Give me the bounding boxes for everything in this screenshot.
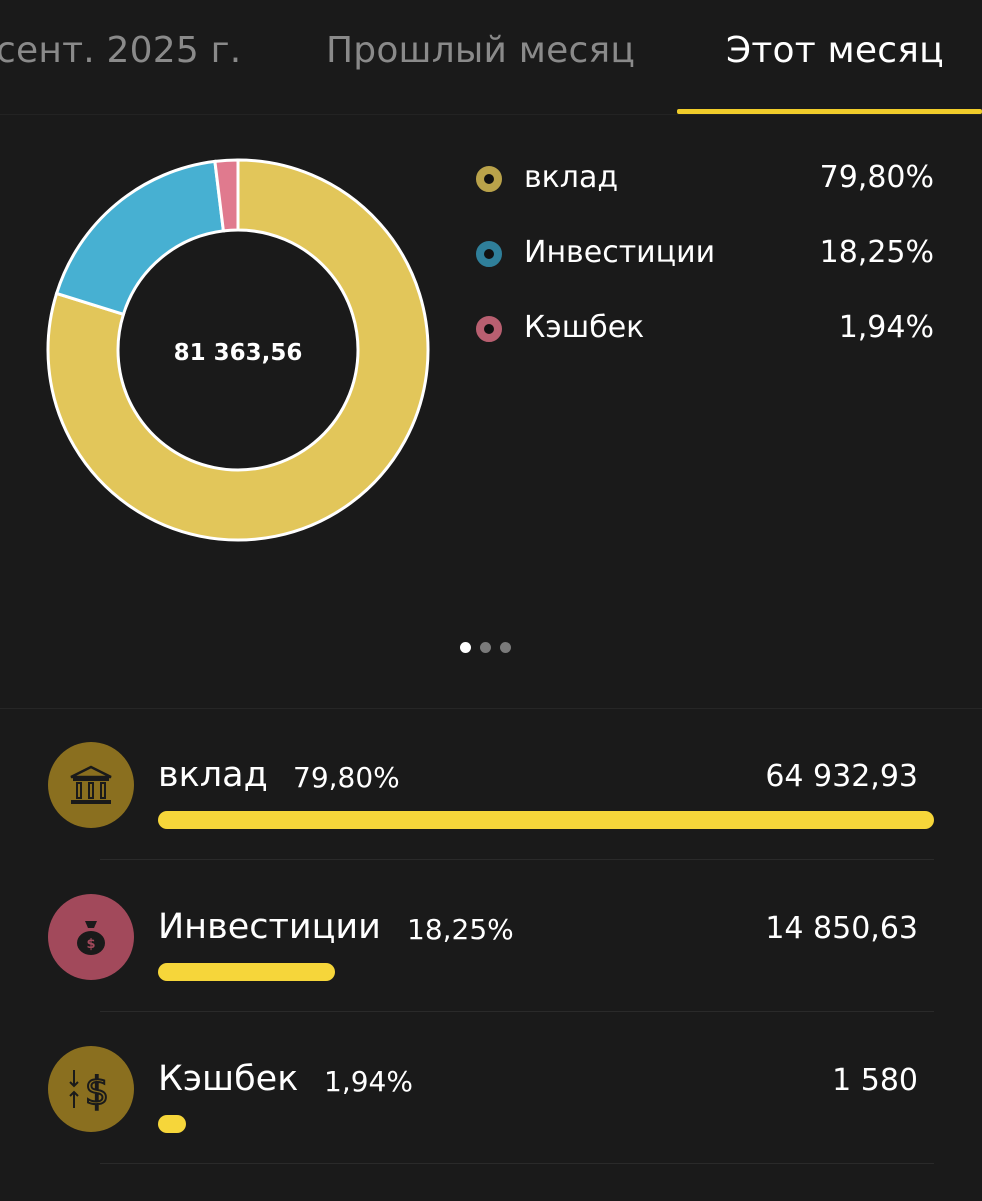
bank-icon <box>48 742 134 828</box>
category-percent: 79,80% <box>293 761 400 794</box>
tab-this-month[interactable]: Этот месяц <box>726 30 944 71</box>
category-progress-bar <box>158 1115 186 1133</box>
legend-percent: 1,94% <box>838 310 934 345</box>
legend-ring-icon <box>476 241 502 267</box>
divider <box>100 859 934 860</box>
category-progress-bar <box>158 811 934 829</box>
active-tab-indicator <box>677 109 982 114</box>
money-bag-icon: $ <box>48 894 134 980</box>
category-amount: 14 850,63 <box>765 911 918 946</box>
svg-text:$: $ <box>86 937 95 952</box>
legend-label: Кэшбек <box>524 310 645 345</box>
period-tabs: сент. 2025 г. Прошлый месяц Этот месяц <box>0 0 982 114</box>
legend-label: Инвестиции <box>524 235 716 270</box>
tab-last-month[interactable]: Прошлый месяц <box>326 30 636 71</box>
category-amount: 64 932,93 <box>765 759 918 794</box>
divider <box>100 1011 934 1012</box>
category-name: вклад <box>158 755 268 795</box>
dollar-exchange-icon: $ <box>48 1046 134 1132</box>
donut-slice-1[interactable] <box>46 158 430 542</box>
donut-slice-3[interactable] <box>213 158 240 233</box>
svg-text:$: $ <box>85 1069 109 1112</box>
list-item-cashback[interactable]: $ Кэшбек 1,94% 1 580 <box>0 1043 982 1195</box>
category-name: Кэшбек <box>158 1059 299 1099</box>
donut-chart[interactable]: 81 363,56 <box>40 152 436 548</box>
pager-dot[interactable] <box>480 642 491 653</box>
tab-sept-2025[interactable]: сент. 2025 г. <box>0 30 242 71</box>
category-progress-bar <box>158 963 335 981</box>
divider <box>100 1163 934 1164</box>
category-percent: 18,25% <box>407 913 514 946</box>
legend-percent: 18,25% <box>819 235 934 270</box>
category-amount: 1 580 <box>832 1063 918 1098</box>
pager-dots <box>460 638 520 657</box>
donut-slice-2[interactable] <box>54 159 226 317</box>
legend-item-cashback[interactable]: Кэшбек 1,94% <box>474 310 934 354</box>
list-item-investments[interactable]: $ Инвестиции 18,25% 14 850,63 <box>0 891 982 1043</box>
category-list: вклад 79,80% 64 932,93 $ Инвестиции 18,2… <box>0 708 982 1201</box>
legend-label: вклад <box>524 160 619 195</box>
total-amount-label: 81 363,56 <box>174 340 303 366</box>
donut-slices <box>46 158 430 542</box>
legend-item-deposit[interactable]: вклад 79,80% <box>474 160 934 204</box>
pager-dot[interactable] <box>500 642 511 653</box>
category-percent: 1,94% <box>324 1065 413 1098</box>
legend-ring-icon <box>476 166 502 192</box>
legend-item-investments[interactable]: Инвестиции 18,25% <box>474 235 934 279</box>
list-item-deposit[interactable]: вклад 79,80% 64 932,93 <box>0 739 982 891</box>
pager-dot-active[interactable] <box>460 642 471 653</box>
legend-ring-icon <box>476 316 502 342</box>
category-name: Инвестиции <box>158 907 381 947</box>
legend-percent: 79,80% <box>819 160 934 195</box>
